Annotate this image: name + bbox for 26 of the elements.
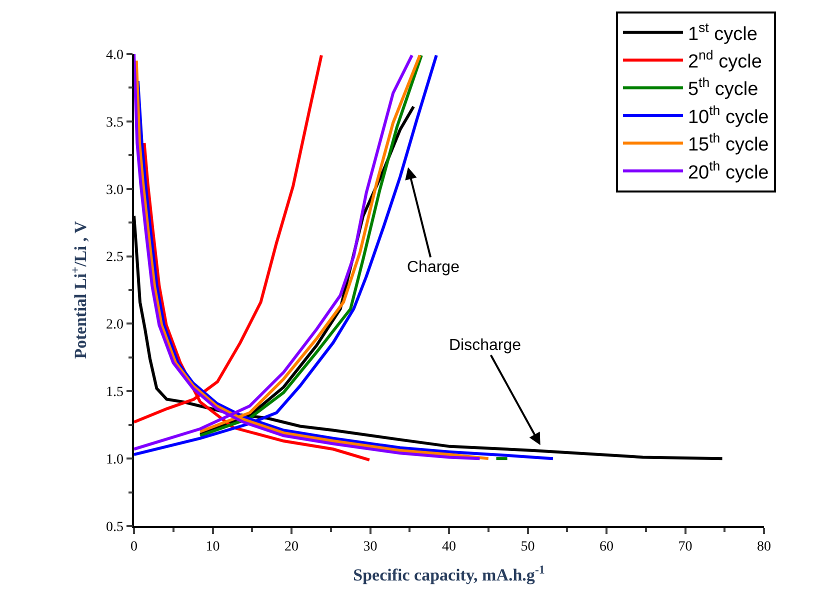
x-tick-label: 40 — [442, 540, 456, 555]
legend-label: 2$^{nd}$ cycle — [688, 48, 762, 72]
x-tick-label: 80 — [757, 540, 771, 555]
annotation: Charge — [407, 259, 460, 276]
x-tick-label: 0 — [130, 540, 138, 555]
y-tick-label: 3.0 — [106, 182, 124, 198]
legend-label: 15$^{th}$ cycle — [688, 130, 769, 156]
x-tick-label: 60 — [600, 540, 614, 555]
y-tick-label: 4.0 — [106, 48, 124, 63]
x-tick-label: 70 — [678, 540, 692, 555]
y-tick-label: 1.5 — [106, 385, 124, 400]
annotation: Discharge — [449, 337, 522, 354]
y-tick-label: 2.0 — [106, 318, 124, 333]
legend-label: 20$^{th}$ cycle — [688, 158, 769, 184]
legend-label: 1$^{st}$ cycle — [688, 20, 758, 45]
x-tick-label: 20 — [284, 540, 298, 555]
y-tick-label: 1.0 — [106, 452, 124, 468]
y-tick-label: 3.5 — [106, 115, 124, 130]
legend-label: 5$^{th}$ cycle — [688, 75, 758, 100]
x-tick-label: 10 — [206, 540, 220, 555]
y-tick-label: 0.5 — [106, 520, 124, 535]
x-axis-title: Specific capacity, mA.h.g$^{-1}$ — [353, 562, 545, 584]
x-tick-label: 30 — [363, 540, 378, 555]
legend-label: 10$^{th}$ cycle — [688, 102, 769, 128]
y-tick-label: 2.5 — [106, 250, 124, 266]
x-tick-label: 50 — [520, 540, 535, 555]
